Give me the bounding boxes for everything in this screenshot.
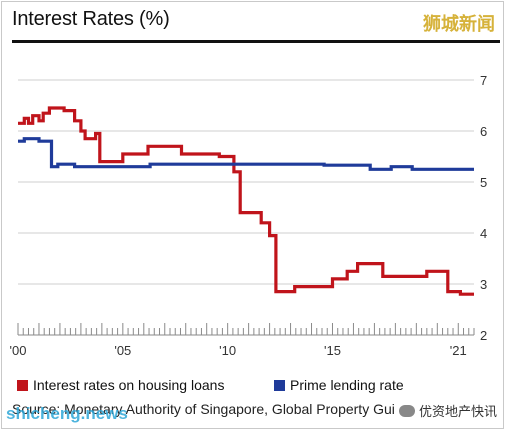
y-tick-label-6: 6 xyxy=(480,124,487,139)
watermark-bottom-right: 优资地产快讯 xyxy=(394,401,497,420)
y-tick-label-7: 7 xyxy=(480,73,487,88)
x-tick-label-00: '00 xyxy=(10,343,27,358)
legend-label-housing: Interest rates on housing loans xyxy=(33,377,225,393)
source-note: Source: Monetary Authority of Singapore,… xyxy=(12,401,411,417)
y-tick-labels: 2 3 4 5 6 7 xyxy=(480,73,487,343)
legend-swatch-prime xyxy=(274,379,285,391)
legend-item-housing: Interest rates on housing loans xyxy=(17,377,224,393)
y-tick-label-2: 2 xyxy=(480,328,487,343)
legend-swatch-housing xyxy=(17,379,28,391)
grid-lines xyxy=(18,79,474,285)
x-tick-labels: '00 '05 '10 '15 '21 xyxy=(10,343,467,358)
wechat-icon xyxy=(398,404,415,417)
y-tick-label-4: 4 xyxy=(480,226,487,241)
x-tick-label-15: '15 xyxy=(324,343,341,358)
chart-title: Interest Rates (%) xyxy=(12,8,170,30)
watermark-bottom-right-text: 优资地产快讯 xyxy=(418,404,497,419)
series-lines xyxy=(18,106,474,296)
watermark-top-right: 狮城新闻 xyxy=(423,14,495,34)
y-tick-label-3: 3 xyxy=(480,277,487,292)
x-tick-label-21: '21 xyxy=(450,343,467,358)
housing-loan-rate-line xyxy=(18,106,474,296)
legend-item-prime: Prime lending rate xyxy=(274,377,404,393)
x-tick-label-05: '05 xyxy=(114,343,131,358)
y-tick-label-5: 5 xyxy=(480,175,487,190)
legend-label-prime: Prime lending rate xyxy=(290,377,404,393)
prime-lending-rate-line xyxy=(18,137,474,171)
x-tick-label-10: '10 xyxy=(219,343,236,358)
x-axis xyxy=(17,323,475,336)
watermark-bottom-left: shicheng.news xyxy=(6,404,128,423)
title-underline xyxy=(12,40,500,43)
